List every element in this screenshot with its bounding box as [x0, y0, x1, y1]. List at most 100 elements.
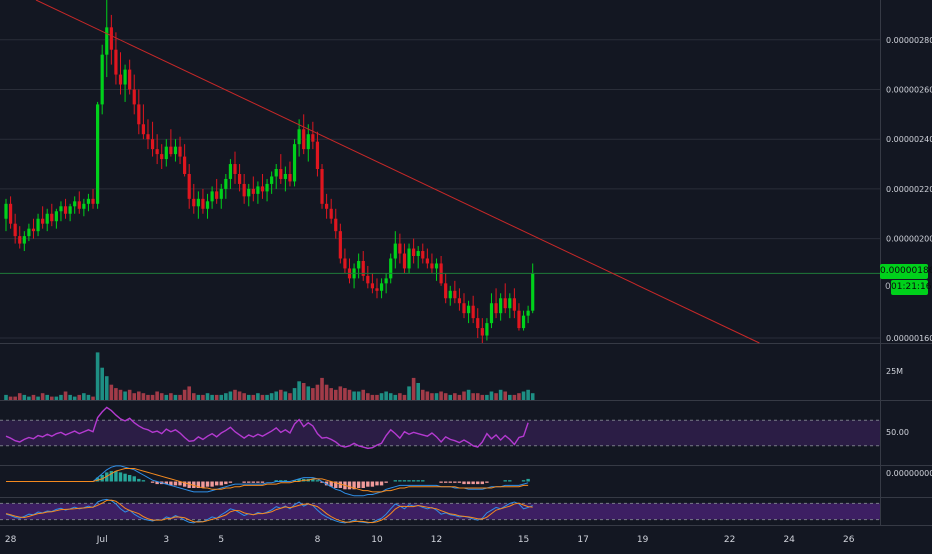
- volume-bar: [356, 391, 361, 400]
- volume-bar: [416, 383, 420, 400]
- candle-body: [36, 218, 40, 232]
- price-tick-label: 0.00000160: [886, 334, 932, 343]
- candle-body: [96, 104, 100, 204]
- candle-body: [283, 173, 287, 179]
- candle-body: [118, 74, 123, 85]
- candle-body: [379, 283, 384, 291]
- macd-hist-bar: [448, 481, 452, 483]
- macd-hist-bar: [109, 471, 114, 482]
- rsi-band-fill: [0, 420, 880, 446]
- volume-bar: [141, 393, 146, 400]
- candle-body: [292, 144, 297, 182]
- candle-body: [457, 298, 462, 304]
- candle-body: [137, 104, 141, 125]
- candle-body: [466, 305, 471, 314]
- candle-body: [508, 298, 512, 309]
- macd-hist-bar: [384, 481, 388, 483]
- volume-bar: [471, 393, 475, 400]
- candle-body: [18, 236, 22, 244]
- macd-hist-bar: [205, 481, 210, 487]
- volume-bar: [214, 394, 219, 400]
- candle-body: [41, 218, 45, 224]
- candle-body: [256, 186, 260, 194]
- volume-bar: [210, 394, 214, 400]
- candle-body: [329, 208, 333, 219]
- volume-bar: [457, 394, 462, 400]
- volume-bar: [379, 393, 384, 400]
- volume-bar: [251, 394, 256, 400]
- volume-bar: [420, 389, 425, 400]
- macd-hist-bar: [187, 481, 191, 488]
- candle-body: [63, 206, 68, 214]
- macd-hist-bar: [402, 480, 407, 482]
- volume-bar: [196, 394, 201, 400]
- price-tick-label: 0.00000260: [886, 85, 932, 94]
- macd-hist-bar: [375, 481, 379, 486]
- macd-hist-bar: [164, 481, 168, 485]
- macd-hist-bar: [471, 481, 475, 485]
- macd-pane: [6, 465, 530, 497]
- macd-hist-bar: [443, 481, 448, 483]
- volume-bar: [521, 391, 526, 400]
- grid-layer: [0, 0, 932, 526]
- candle-body: [123, 69, 127, 85]
- macd-hist-bar: [118, 472, 123, 482]
- volume-bar: [265, 394, 269, 400]
- time-tick-label: 8: [315, 535, 321, 545]
- volume-bar: [361, 389, 366, 400]
- candle-body: [521, 315, 526, 329]
- volume-bar: [430, 393, 434, 400]
- candle-body: [219, 188, 223, 199]
- volume-bar: [283, 391, 288, 400]
- volume-bar: [22, 394, 27, 400]
- macd-hist-bar: [508, 480, 512, 482]
- macd-hist-bar: [192, 481, 196, 488]
- time-tick-label: 19: [637, 535, 649, 545]
- candle-body: [489, 303, 494, 324]
- macd-hist-bar: [462, 481, 466, 485]
- macd-hist-bar: [521, 480, 526, 482]
- macd-hist-bar: [169, 481, 173, 486]
- macd-hist-bar: [393, 480, 397, 482]
- candle-body: [237, 173, 242, 184]
- volume-bar: [59, 394, 63, 400]
- volume-bar: [246, 394, 251, 400]
- countdown-badge: 01:21:16: [891, 280, 931, 295]
- candle-body: [82, 203, 86, 209]
- volume-bar: [301, 383, 306, 400]
- volume-bar: [82, 393, 86, 400]
- candle-body: [434, 263, 439, 269]
- macd-hist-bar: [242, 481, 246, 483]
- candle-body: [425, 258, 429, 264]
- volume-bar: [146, 394, 150, 400]
- volume-bar: [439, 391, 443, 400]
- volume-bar: [526, 389, 530, 400]
- macd-hist-bar: [297, 478, 301, 482]
- volume-bar: [370, 394, 375, 400]
- macd-hist-bar: [95, 477, 100, 482]
- axes-layer: 0.00000280 0.00000260 0.00000240 0.00000220…: [5, 36, 932, 545]
- macd-hist-bar: [503, 480, 507, 482]
- candle-body: [22, 236, 26, 244]
- candle-body: [398, 243, 402, 254]
- volume-bar: [233, 389, 237, 400]
- volume-bar: [109, 384, 114, 400]
- volume-bar: [480, 394, 485, 400]
- candle-body: [334, 218, 338, 232]
- candle-body: [109, 27, 113, 50]
- candle-body: [86, 198, 91, 204]
- volume-bar: [256, 393, 260, 400]
- volume-bar: [407, 386, 411, 400]
- macd-hist-bar: [137, 478, 141, 482]
- volume-bar: [398, 393, 402, 400]
- macd-hist-bar: [150, 481, 155, 483]
- volume-bar: [137, 391, 141, 400]
- volume-bar: [443, 393, 448, 400]
- macd-hist-bar: [476, 481, 480, 485]
- time-tick-label: 15: [518, 535, 529, 545]
- candle-body: [297, 129, 301, 145]
- volume-bar: [485, 394, 489, 400]
- stoch-pane: [0, 498, 880, 524]
